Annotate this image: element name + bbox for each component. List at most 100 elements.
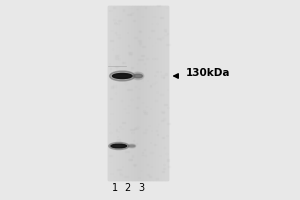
Ellipse shape <box>110 71 135 81</box>
Bar <box>150 85 151 86</box>
Bar <box>141 6 144 180</box>
Bar <box>152 58 155 59</box>
Bar <box>161 120 163 121</box>
Bar <box>129 54 131 55</box>
Bar <box>163 164 164 165</box>
Bar <box>139 45 141 46</box>
Bar <box>121 174 122 175</box>
Bar <box>166 44 170 45</box>
Bar <box>110 40 113 41</box>
Bar <box>156 71 158 72</box>
Bar <box>135 6 138 180</box>
Bar <box>128 159 132 160</box>
Bar <box>138 6 141 180</box>
Ellipse shape <box>134 74 142 78</box>
Bar <box>116 34 120 35</box>
Bar <box>131 12 134 13</box>
Bar <box>124 82 127 84</box>
Bar <box>160 94 164 95</box>
Bar <box>147 6 150 180</box>
Bar <box>154 144 155 145</box>
Bar <box>167 159 169 161</box>
Bar <box>118 23 119 24</box>
Bar <box>136 143 137 144</box>
Bar <box>113 74 114 75</box>
Bar <box>130 132 133 133</box>
Bar <box>109 63 110 65</box>
Bar <box>112 48 113 50</box>
Bar <box>115 32 116 33</box>
Bar <box>110 68 111 69</box>
Bar <box>133 20 135 21</box>
Bar <box>122 122 125 123</box>
Bar <box>118 20 121 21</box>
Bar <box>109 123 110 124</box>
Bar <box>157 126 158 127</box>
Bar <box>110 73 112 74</box>
Bar <box>138 59 140 60</box>
Bar <box>154 75 156 76</box>
Bar <box>141 16 144 17</box>
Bar <box>110 98 112 99</box>
Bar <box>111 86 113 88</box>
Bar <box>165 7 168 8</box>
Bar <box>157 134 158 135</box>
Bar <box>155 42 156 43</box>
Bar <box>115 92 116 94</box>
Bar <box>150 166 153 167</box>
Bar <box>135 128 136 129</box>
Bar <box>123 9 124 11</box>
Bar <box>144 6 147 180</box>
Bar <box>146 58 148 59</box>
Bar <box>128 89 130 90</box>
Bar <box>138 177 140 178</box>
Bar <box>162 37 163 38</box>
Text: 130kDa: 130kDa <box>186 68 230 78</box>
Bar <box>163 168 165 169</box>
Bar <box>130 69 133 70</box>
Bar <box>116 129 117 131</box>
Bar <box>128 45 129 46</box>
Bar <box>156 6 159 180</box>
Bar <box>138 30 141 31</box>
Bar <box>128 52 130 53</box>
Bar <box>117 139 120 140</box>
Bar <box>120 128 124 129</box>
Bar <box>122 166 123 167</box>
Bar <box>127 14 130 15</box>
Bar <box>114 6 117 180</box>
Bar <box>161 75 164 77</box>
Bar <box>167 89 168 90</box>
Bar <box>160 111 164 112</box>
Bar <box>165 6 168 180</box>
Bar <box>120 6 123 180</box>
Bar <box>115 55 118 56</box>
Bar <box>123 108 126 109</box>
Bar <box>122 62 125 63</box>
Bar <box>129 52 132 54</box>
Bar <box>135 86 136 87</box>
Bar <box>130 159 132 160</box>
Bar <box>145 7 146 8</box>
Bar <box>119 142 121 144</box>
Bar <box>150 142 151 143</box>
Bar <box>126 6 129 180</box>
Bar <box>124 176 128 177</box>
Bar <box>158 155 161 156</box>
Bar <box>155 144 157 145</box>
Bar <box>139 31 142 32</box>
Bar <box>165 31 166 32</box>
Bar <box>145 129 147 130</box>
Bar <box>154 100 157 101</box>
Bar <box>150 152 153 153</box>
Bar <box>166 135 168 136</box>
Bar <box>148 16 151 17</box>
Bar <box>129 77 130 78</box>
Bar <box>148 125 150 126</box>
Bar <box>157 38 160 39</box>
Bar <box>135 71 137 72</box>
Bar <box>143 132 146 133</box>
Bar <box>144 112 147 114</box>
Bar <box>140 170 142 171</box>
Bar <box>111 6 114 180</box>
